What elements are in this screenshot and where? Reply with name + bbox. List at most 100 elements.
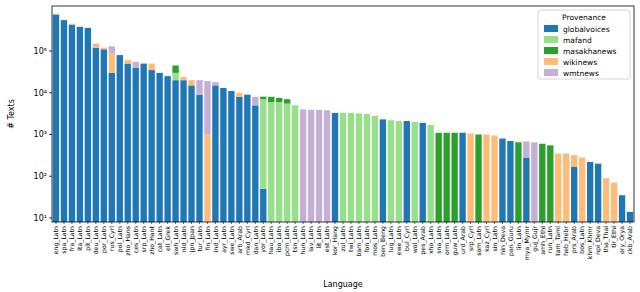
bar xyxy=(172,73,178,80)
x-tick xyxy=(478,222,479,224)
x-tick-label: cat_Latn xyxy=(156,226,164,252)
bar xyxy=(69,24,75,25)
bar xyxy=(180,80,186,222)
x-tick xyxy=(470,222,471,224)
bar xyxy=(587,162,593,222)
x-tick xyxy=(295,222,296,224)
x-tick xyxy=(247,222,248,224)
x-tick-label: pcm_Latn xyxy=(283,226,291,256)
legend-label: wikinews xyxy=(563,58,597,67)
bar xyxy=(260,97,266,99)
legend: Provenanceglobalvoicesmafandmasakhanewsw… xyxy=(538,10,630,79)
x-tick-label: heb_Hebr xyxy=(562,226,570,256)
bar xyxy=(284,104,290,222)
x-tick-label: ces_Latn xyxy=(132,226,140,253)
bar xyxy=(404,121,410,222)
x-tick xyxy=(135,222,136,224)
x-tick xyxy=(103,222,104,224)
bar xyxy=(196,95,202,222)
x-tick-label: lav_Latn xyxy=(307,226,315,252)
bar xyxy=(228,91,234,222)
y-tick-label: 10³ xyxy=(34,130,47,139)
x-tick-label: bam_Latn xyxy=(355,226,363,257)
x-tick-label: plt_Latn xyxy=(84,226,92,251)
bar xyxy=(109,46,115,53)
bar xyxy=(515,142,521,222)
x-tick-label: ckb_Arab xyxy=(626,226,634,255)
x-tick-label: zho_Hans xyxy=(124,226,132,256)
bar xyxy=(53,15,59,222)
x-tick xyxy=(414,222,415,224)
x-tick xyxy=(558,222,559,224)
bar xyxy=(69,25,75,222)
x-tick-label: guj_Gujr xyxy=(531,226,539,252)
y-tick xyxy=(49,134,52,135)
x-tick-label: fin_Latn xyxy=(204,226,212,251)
bar xyxy=(276,98,282,102)
x-tick xyxy=(111,222,112,224)
bar xyxy=(236,93,242,97)
x-tick-label: tir_Ethi xyxy=(610,226,618,248)
bar xyxy=(260,99,266,189)
x-tick xyxy=(518,222,519,224)
x-tick xyxy=(534,222,535,224)
bar xyxy=(308,110,314,222)
y-tick xyxy=(49,51,52,52)
bar xyxy=(619,195,625,222)
bar xyxy=(611,183,617,222)
x-tick xyxy=(502,222,503,224)
x-tick xyxy=(119,222,120,224)
bar xyxy=(380,119,386,222)
x-tick xyxy=(398,222,399,224)
x-tick-label: ewe_Latn xyxy=(395,226,403,255)
bar xyxy=(252,105,258,222)
bar xyxy=(523,141,529,157)
x-tick xyxy=(79,222,80,224)
bar xyxy=(451,133,457,222)
bar xyxy=(571,167,577,222)
bar xyxy=(555,154,561,222)
x-tick xyxy=(454,222,455,224)
bar xyxy=(93,44,99,45)
x-tick xyxy=(406,222,407,224)
bar xyxy=(627,212,633,222)
bar xyxy=(133,62,139,68)
x-tick xyxy=(255,222,256,224)
bar xyxy=(268,102,274,222)
x-tick-label: tur_Latn xyxy=(196,226,204,252)
x-tick xyxy=(55,222,56,224)
bar xyxy=(212,82,218,85)
legend-title: Provenance xyxy=(562,13,606,22)
bar xyxy=(93,45,99,48)
x-tick xyxy=(446,222,447,224)
x-tick-label: pol_Latn xyxy=(116,226,124,252)
x-tick-label: mos_Latn xyxy=(371,226,379,256)
bar xyxy=(164,76,170,222)
bar xyxy=(204,134,210,222)
x-tick-label: hun_Latn xyxy=(299,226,307,255)
x-tick xyxy=(287,222,288,224)
x-tick-label: zho_Hant xyxy=(148,225,156,254)
y-tick-label: 10² xyxy=(34,172,47,181)
bar xyxy=(595,164,601,222)
x-tick xyxy=(550,222,551,224)
bar xyxy=(244,95,250,222)
bar xyxy=(579,158,585,222)
bar xyxy=(563,154,569,222)
x-tick-label: jpn_Jpan xyxy=(188,226,196,253)
x-tick xyxy=(167,222,168,224)
x-tick xyxy=(430,222,431,224)
bar xyxy=(148,70,154,222)
x-tick xyxy=(127,222,128,224)
frame xyxy=(52,6,634,222)
y-tick-label: 10¹ xyxy=(34,214,47,223)
x-tick xyxy=(566,222,567,224)
x-tick xyxy=(271,222,272,224)
x-tick-label: pes_Arab xyxy=(419,226,427,255)
bar xyxy=(356,113,362,222)
bar xyxy=(252,97,258,106)
x-tick-label: nld_Latn xyxy=(180,226,188,252)
x-tick xyxy=(63,222,64,224)
x-tick-label: fon_Latn xyxy=(363,226,371,253)
x-tick-label: dan_Latn xyxy=(252,226,260,254)
